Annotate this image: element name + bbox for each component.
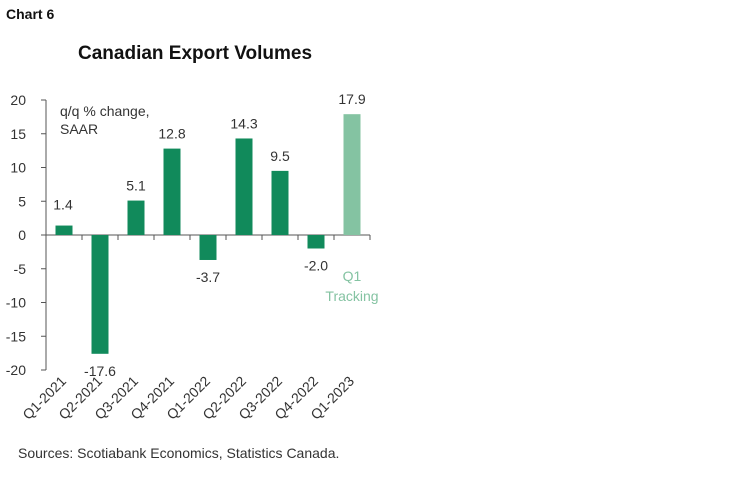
bar (163, 148, 181, 235)
source-note: Sources: Scotiabank Economics, Statistic… (18, 445, 340, 461)
chart-number-label: Chart 6 (6, 6, 55, 22)
y-tick-label: 10 (10, 160, 26, 176)
bar (199, 235, 217, 260)
y-tick-label: -15 (6, 328, 26, 344)
y-tick-label: 15 (10, 126, 26, 142)
y-tick-label: -20 (6, 362, 26, 378)
y-tick-label: -10 (6, 295, 26, 311)
data-label: 9.5 (270, 148, 290, 164)
y-unit-label: SAAR (60, 121, 98, 137)
bar (271, 170, 289, 235)
bar (91, 235, 109, 354)
data-label: 14.3 (230, 115, 257, 131)
data-label: 5.1 (126, 178, 146, 194)
data-label: 1.4 (53, 197, 73, 213)
data-label: -17.6 (84, 363, 116, 379)
y-unit-label: q/q % change, (60, 103, 150, 119)
tracking-annotation: Tracking (325, 288, 378, 304)
bar (343, 114, 361, 235)
y-tick-label: 5 (18, 193, 26, 209)
bar (235, 138, 253, 235)
bar (55, 225, 73, 235)
y-tick-label: -5 (14, 261, 27, 277)
y-tick-label: 20 (10, 92, 26, 108)
data-label: 17.9 (338, 91, 365, 107)
bar (307, 235, 325, 249)
tracking-annotation: Q1 (343, 268, 362, 284)
y-tick-label: 0 (18, 227, 26, 243)
data-label: -3.7 (196, 269, 220, 285)
data-label: -2.0 (304, 258, 328, 274)
bar (127, 200, 145, 235)
data-label: 12.8 (158, 126, 185, 142)
chart-title: Canadian Export Volumes (78, 43, 313, 64)
